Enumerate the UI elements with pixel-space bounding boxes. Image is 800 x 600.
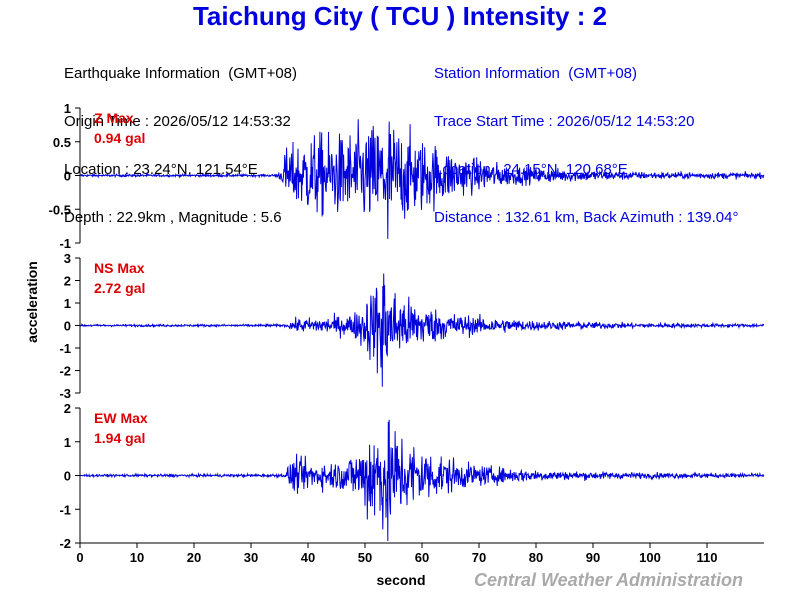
x-tick-label: 0 bbox=[76, 550, 83, 565]
ns-max-label-block: NS Max 2.72 gal bbox=[94, 258, 145, 298]
earthquake-info-header: Earthquake Information (GMT+08) bbox=[64, 65, 298, 82]
z-y-tick-label: 0.5 bbox=[53, 135, 71, 150]
x-tick-label: 90 bbox=[586, 550, 600, 565]
origin-time: Origin Time : 2026/05/12 14:53:32 bbox=[64, 113, 291, 130]
z-max-label-block: Z Max 0.94 gal bbox=[94, 108, 145, 148]
x-tick-label: 50 bbox=[358, 550, 372, 565]
z-max-label: Z Max bbox=[94, 110, 134, 126]
trace-start-time: Trace Start Time : 2026/05/12 14:53:20 bbox=[434, 113, 695, 130]
distance-azimuth: Distance : 132.61 km, Back Azimuth : 139… bbox=[434, 209, 739, 226]
earthquake-info: Earthquake Information (GMT+08) Origin T… bbox=[64, 34, 297, 242]
epicenter-location: Location : 23.24°N, 121.54°E bbox=[64, 161, 258, 178]
ns-max-value: 2.72 gal bbox=[94, 280, 146, 296]
ns-y-tick-label: 2 bbox=[64, 274, 71, 289]
ns-y-tick-label: -3 bbox=[59, 386, 71, 401]
ns-y-tick-label: 1 bbox=[64, 296, 71, 311]
ew-max-label: EW Max bbox=[94, 410, 148, 426]
ew-max-value: 1.94 gal bbox=[94, 430, 146, 446]
station-info-header: Station Information (GMT+08) bbox=[434, 65, 637, 82]
ew-trace bbox=[79, 419, 765, 542]
ns-y-tick-label: -2 bbox=[59, 364, 71, 379]
ew-y-tick-label: -2 bbox=[59, 536, 71, 551]
ew-y-tick-label: 2 bbox=[64, 401, 71, 416]
ns-y-tick-label: 0 bbox=[64, 319, 71, 334]
credit-text: Central Weather Administration bbox=[474, 570, 744, 590]
station-info: Station Information (GMT+08) Trace Start… bbox=[434, 34, 739, 242]
x-tick-label: 60 bbox=[415, 550, 429, 565]
ns-y-tick-label: -1 bbox=[59, 341, 71, 356]
z-y-tick-label: -1 bbox=[59, 236, 71, 251]
z-y-tick-label: 1 bbox=[64, 101, 71, 116]
x-tick-label: 100 bbox=[639, 550, 661, 565]
ns-max-label: NS Max bbox=[94, 260, 145, 276]
ew-y-tick-label: 0 bbox=[64, 469, 71, 484]
ew-y-tick-label: -1 bbox=[59, 502, 71, 517]
z-max-value: 0.94 gal bbox=[94, 130, 146, 146]
depth-magnitude: Depth : 22.9km , Magnitude : 5.6 bbox=[64, 209, 282, 226]
ns-trace bbox=[79, 273, 765, 387]
ew-y-tick-label: 1 bbox=[64, 435, 71, 450]
y-axis-label: acceleration bbox=[24, 261, 40, 343]
chart-title: Taichung City ( TCU ) Intensity : 2 bbox=[192, 1, 608, 31]
z-y-tick-label: -0.5 bbox=[49, 202, 71, 217]
z-y-tick-label: 0 bbox=[64, 169, 71, 184]
ns-y-tick-label: 3 bbox=[64, 251, 71, 266]
x-tick-label: 80 bbox=[529, 550, 543, 565]
x-axis-label: second bbox=[376, 572, 426, 588]
x-tick-label: 30 bbox=[244, 550, 258, 565]
ew-max-label-block: EW Max 1.94 gal bbox=[94, 408, 148, 448]
x-tick-label: 70 bbox=[472, 550, 486, 565]
x-tick-label: 40 bbox=[301, 550, 315, 565]
z-trace bbox=[79, 119, 765, 239]
x-tick-label: 20 bbox=[187, 550, 201, 565]
x-tick-label: 10 bbox=[130, 550, 144, 565]
x-tick-label: 110 bbox=[697, 550, 718, 565]
